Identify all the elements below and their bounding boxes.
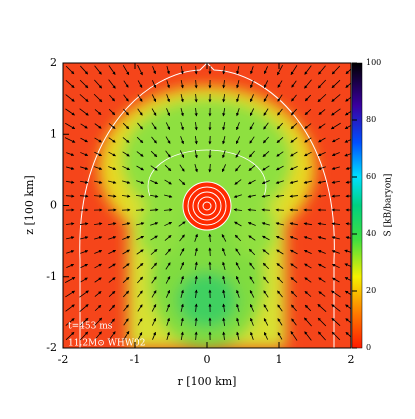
colorbar <box>352 63 362 348</box>
colorbar-label: S [kB/baryon] <box>384 174 394 237</box>
colorbar-tick-label: 100 <box>366 58 381 67</box>
x-tick-label: 0 <box>204 353 211 366</box>
y-tick-label: 2 <box>50 56 57 69</box>
x-tick-label: -1 <box>130 353 141 366</box>
colorbar-tick-label: 40 <box>366 229 376 238</box>
annotation: t=453 ms <box>68 322 113 332</box>
y-tick-label: 1 <box>50 127 57 140</box>
y-tick-label: 0 <box>50 199 57 212</box>
velocity-arrow <box>262 210 270 211</box>
x-tick-label: 2 <box>348 353 355 366</box>
colorbar-tick-label: 20 <box>366 286 376 295</box>
x-tick-label: -2 <box>58 353 69 366</box>
colorbar-tick-label: 60 <box>366 172 376 181</box>
y-tick-label: -2 <box>46 341 57 354</box>
x-tick-label: 1 <box>276 353 283 366</box>
y-tick-label: -1 <box>46 270 57 283</box>
colorbar-tick-label: 0 <box>366 343 371 352</box>
heatmap-field <box>63 63 355 350</box>
colorbar-tick-label: 80 <box>366 115 376 124</box>
x-axis-label: r [100 km] <box>178 375 237 388</box>
annotation: 11.2M⊙ WHW02 <box>68 339 145 349</box>
y-axis-label: z [100 km] <box>23 175 36 234</box>
velocity-arrow <box>210 248 211 256</box>
